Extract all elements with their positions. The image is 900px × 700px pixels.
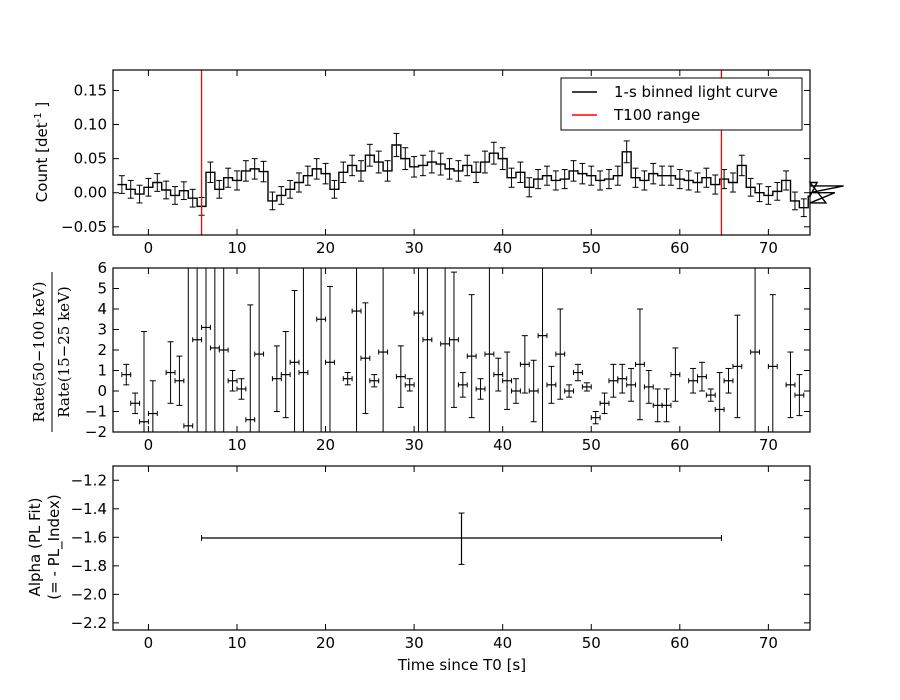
xtick-label: 20 (316, 239, 335, 257)
ytick-label: −2.0 (71, 585, 107, 603)
ytick-label: 4 (97, 300, 107, 318)
xtick-label: 40 (493, 436, 512, 454)
ytick-label: −2.2 (71, 614, 107, 632)
xtick-label: 0 (144, 239, 154, 257)
xtick-label: 0 (144, 436, 154, 454)
ytick-label: 0.05 (74, 150, 107, 168)
ylabel-alpha-line2: (= - PL_Index) (45, 494, 64, 599)
xtick-label: 60 (670, 634, 689, 652)
lightcurve-errorbars (118, 132, 807, 218)
legend-box (560, 77, 803, 131)
xlabel-time: Time since T0 [s] (397, 656, 526, 674)
legend-label-t100: T100 range (613, 106, 700, 124)
ylabel-count-text: Count [det (33, 122, 51, 202)
ylabel-alpha-line1: Alpha (PL Fit) (26, 498, 44, 597)
panel-light-curve-xticks: 0 10 20 30 40 50 60 70 (144, 70, 778, 257)
ytick-label: −1 (85, 403, 107, 421)
ylabel-count-close: ] (33, 102, 51, 113)
ylabel-ratio-numerator: Rate(50−100 keV) (30, 281, 48, 422)
panel-light-curve: 0 10 20 30 40 50 60 70 −0.05 0.00 0.05 0.10 0.15 Co… (33, 69, 844, 257)
panel-hardness-ratio-ylabel: Rate(50−100 keV) Rate(15−25 keV) (30, 272, 73, 432)
panel-alpha-frame (112, 465, 811, 631)
panel-hardness-ratio-yticks: −2 −1 0 1 2 3 4 5 6 (85, 259, 810, 441)
ytick-label: −1.8 (71, 557, 107, 575)
legend: 1-s binned light curve T100 range (560, 77, 803, 131)
panel-light-curve-ylabel: Count [det-1 ] (33, 102, 51, 202)
ytick-label: −1.6 (71, 528, 107, 546)
xtick-label: 30 (405, 634, 424, 652)
ytick-label: 0.10 (74, 116, 107, 134)
ytick-label: −2 (85, 423, 107, 441)
xtick-label: 0 (144, 634, 154, 652)
panel-hardness-ratio-frame (112, 267, 811, 433)
xtick-label: 10 (227, 239, 246, 257)
panel-alpha: 0 10 20 30 40 50 60 70 −2.2 −2.0 −1.8 −1.6 −1.4 −1.2… (26, 465, 811, 674)
panel-alpha-yticks: −2.2 −2.0 −1.8 −1.6 −1.4 −1.2 (71, 471, 810, 632)
xtick-label: 50 (582, 239, 601, 257)
ytick-label: 1 (97, 362, 107, 380)
panel-hardness-ratio-xticks: 0 10 20 30 40 50 60 70 (144, 268, 778, 454)
xtick-label: 70 (759, 436, 778, 454)
xtick-label: 40 (493, 634, 512, 652)
xtick-label: 50 (582, 634, 601, 652)
xtick-label: 40 (493, 239, 512, 257)
xtick-label: 50 (582, 436, 601, 454)
panel-hardness-ratio: 0 10 20 30 40 50 60 70 −2 −1 0 1 2 3 4 5 6 Rate(50−100 … (30, 259, 811, 454)
xtick-label: 60 (670, 436, 689, 454)
ytick-label: 5 (97, 280, 107, 298)
xtick-label: 60 (670, 239, 689, 257)
ylabel-ratio-denominator: Rate(15−25 keV) (55, 286, 73, 418)
ytick-label: −1.2 (71, 471, 107, 489)
ytick-label: 0 (97, 382, 107, 400)
xtick-label: 10 (227, 436, 246, 454)
xtick-label: 10 (227, 634, 246, 652)
lightcurve-step-line (117, 144, 844, 209)
ytick-label: 6 (97, 259, 107, 277)
ytick-label: −1.4 (71, 500, 107, 518)
ylabel-count-superscript: -1 (33, 112, 44, 122)
ytick-label: 0.00 (74, 184, 107, 202)
xtick-label: 30 (405, 436, 424, 454)
alpha-errorbars (201, 512, 722, 565)
ytick-label: −0.05 (61, 218, 107, 236)
panel-light-curve-yticks: −0.05 0.00 0.05 0.10 0.15 (61, 81, 810, 236)
ytick-label: 2 (97, 341, 107, 359)
legend-label-light-curve: 1-s binned light curve (614, 83, 778, 101)
ytick-label: 3 (97, 321, 107, 339)
xtick-label: 20 (316, 436, 335, 454)
xtick-label: 70 (759, 239, 778, 257)
xtick-label: 20 (316, 634, 335, 652)
hardness-errorbars (121, 267, 805, 433)
xtick-label: 30 (405, 239, 424, 257)
xtick-label: 70 (759, 634, 778, 652)
panel-light-curve-frame (112, 69, 811, 236)
ytick-label: 0.15 (74, 81, 107, 99)
panel-alpha-xticks: 0 10 20 30 40 50 60 70 (144, 466, 778, 652)
